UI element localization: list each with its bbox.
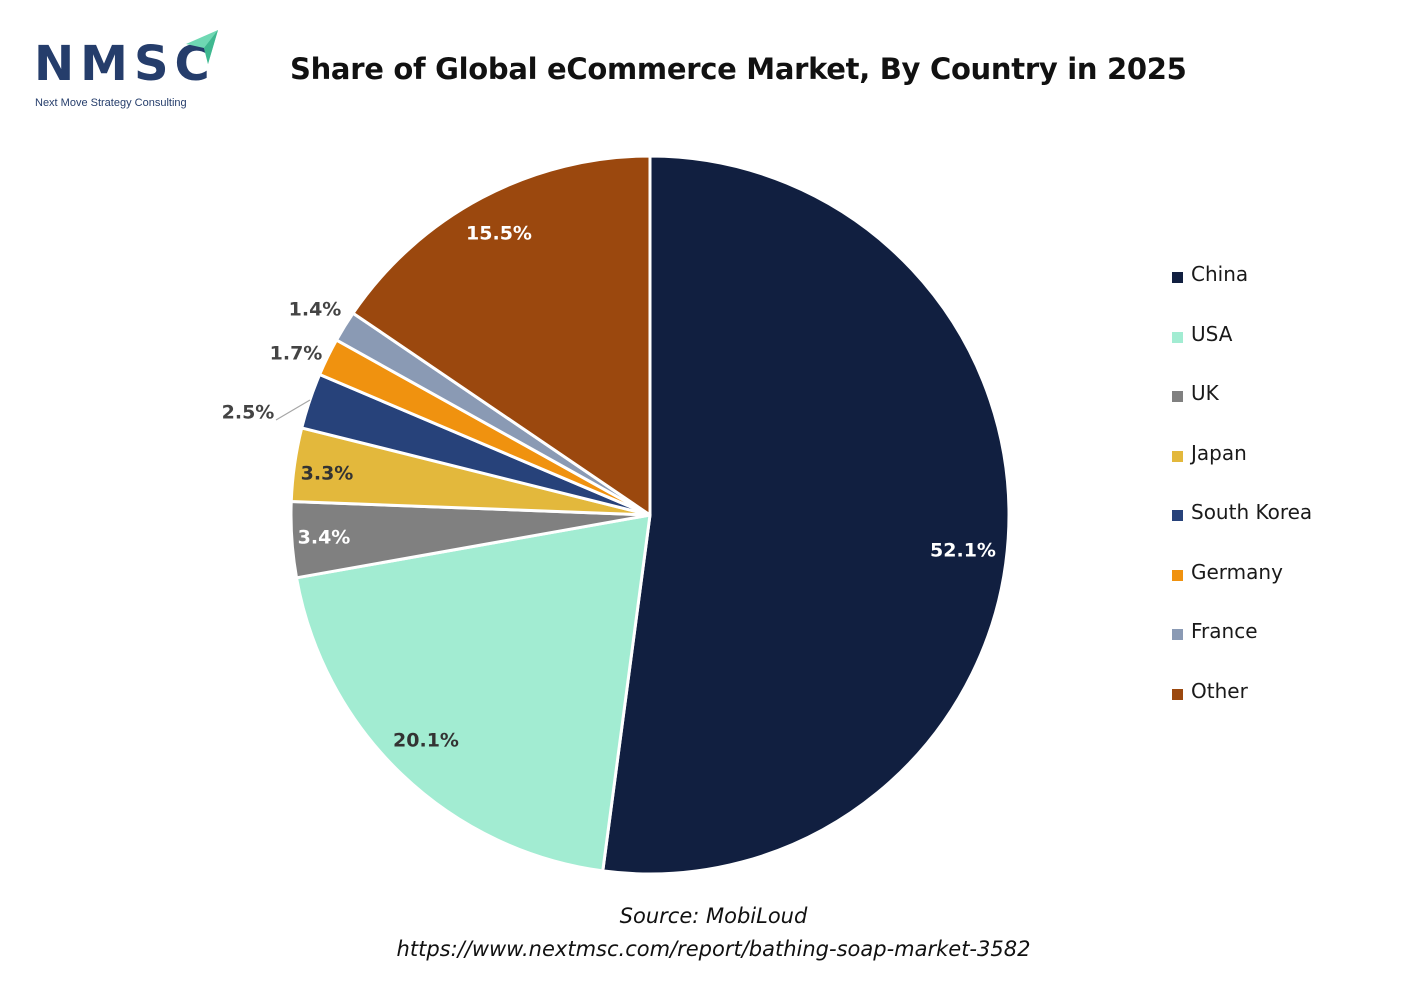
pie-slice-china (601, 154, 1011, 876)
legend-swatch (1172, 569, 1183, 581)
leader-line (275, 399, 311, 421)
legend-swatch (1172, 450, 1183, 462)
legend-swatch (1172, 272, 1183, 283)
legend-item: Japan (1172, 441, 1312, 501)
data-label-china: 52.1% (930, 540, 996, 562)
chart-title: Share of Global eCommerce Market, By Cou… (290, 52, 1187, 86)
legend-label: UK (1191, 381, 1219, 405)
legend-item: France (1172, 619, 1312, 679)
legend-label: Other (1191, 678, 1248, 703)
data-label-france: 1.4% (289, 299, 342, 321)
legend-swatch (1172, 629, 1183, 640)
legend-swatch (1172, 391, 1183, 402)
pie-slice-other (351, 154, 652, 517)
data-label-other: 15.5% (466, 223, 532, 245)
legend-label: China (1191, 262, 1249, 286)
arrow-icon (186, 30, 218, 64)
legend-swatch (1172, 510, 1183, 521)
legend-label: France (1191, 619, 1258, 643)
legend-label: USA (1191, 321, 1233, 346)
chart-legend: China USA UK Japan South Korea Germany France O… (1172, 262, 1312, 738)
source-text: Source: MobiLoud (619, 904, 808, 928)
legend-swatch (1172, 331, 1183, 343)
legend-item: South Korea (1172, 500, 1312, 560)
logo-subtitle: Next Move Strategy Consulting (35, 97, 187, 109)
data-label-usa: 20.1% (393, 730, 459, 752)
legend-item: UK (1172, 381, 1312, 441)
logo-text: NMSC (34, 36, 216, 92)
legend-swatch (1172, 688, 1183, 700)
data-label-japan: 3.3% (301, 463, 354, 485)
source-note: Source: MobiLoud https://www.nextmsc.com… (0, 900, 1427, 966)
legend-label: South Korea (1191, 500, 1313, 524)
data-label-germany: 1.7% (270, 343, 323, 365)
legend-label: Germany (1191, 559, 1283, 584)
legend-item: China (1172, 262, 1312, 322)
company-logo: NMSC Next Move Strategy Consulting (30, 28, 230, 112)
legend-item: Other (1172, 679, 1312, 739)
data-label-uk: 3.4% (298, 527, 351, 549)
data-label-south-korea: 2.5% (222, 402, 275, 424)
source-url: https://www.nextmsc.com/report/bathing-s… (396, 937, 1031, 961)
legend-item: USA (1172, 322, 1312, 382)
pie-slice-usa (295, 513, 652, 873)
legend-label: Japan (1191, 440, 1247, 465)
legend-item: Germany (1172, 560, 1312, 620)
